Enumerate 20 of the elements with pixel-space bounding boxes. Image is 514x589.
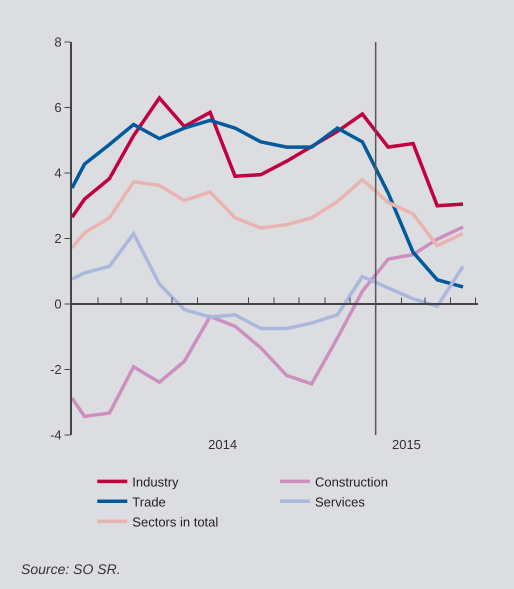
source-note: Source: SO SR. xyxy=(21,561,121,577)
x-tick-label: 2015 xyxy=(392,437,421,452)
line-series xyxy=(72,232,465,330)
legend-label: Construction xyxy=(315,474,388,490)
line-series xyxy=(72,118,465,289)
legend-label: Services xyxy=(315,494,366,510)
y-tick-label: 8 xyxy=(54,34,62,50)
y-tick-label: 2 xyxy=(54,231,62,246)
y-tick-label: -2 xyxy=(50,362,62,378)
legend-label: Sectors in total xyxy=(132,514,218,530)
y-tick-label: 6 xyxy=(54,100,62,116)
line-series xyxy=(72,96,465,219)
x-tick-label: 2014 xyxy=(208,437,238,452)
y-tick-label: -4 xyxy=(50,428,62,443)
legend-label: Industry xyxy=(132,474,180,490)
y-tick-label: 4 xyxy=(54,166,62,181)
line-series xyxy=(72,225,465,418)
line-series xyxy=(72,178,465,250)
y-tick-label: 0 xyxy=(54,296,62,312)
legend-label: Trade xyxy=(132,494,166,510)
